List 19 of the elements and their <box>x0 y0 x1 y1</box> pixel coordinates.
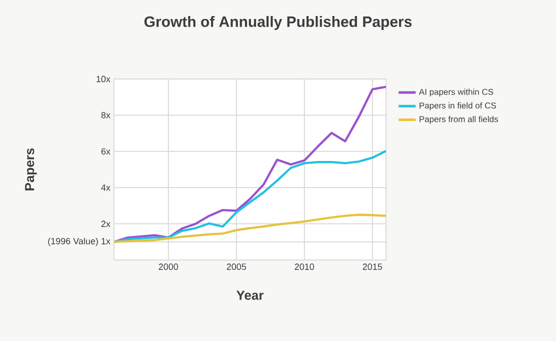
line-series <box>114 150 386 243</box>
legend-label: AI papers within CS <box>418 88 494 97</box>
y-tick-label: 6x <box>101 148 110 155</box>
y-tick-label: 2x <box>101 220 110 227</box>
x-tick-label: 2005 <box>226 264 246 270</box>
legend-label: Papers in field of CS <box>420 102 496 110</box>
line-series <box>114 214 386 243</box>
x-tick-label: 2000 <box>158 264 178 270</box>
y-tick-label: (1996 Value) 1x <box>48 238 110 246</box>
chart-title: Growth of Annually Published Papers <box>144 16 412 30</box>
y-tick-label: 10x <box>96 76 110 82</box>
y-tick-label: 4x <box>101 184 110 191</box>
x-axis-title: Year <box>236 290 264 300</box>
y-tick-label: 8x <box>101 112 110 118</box>
x-tick-label: 2015 <box>362 264 382 270</box>
line-series <box>114 86 386 243</box>
x-tick-label: 2010 <box>294 264 314 270</box>
y-axis-title: Papers <box>25 148 37 190</box>
legend-label: Papers from all fields <box>420 116 498 124</box>
